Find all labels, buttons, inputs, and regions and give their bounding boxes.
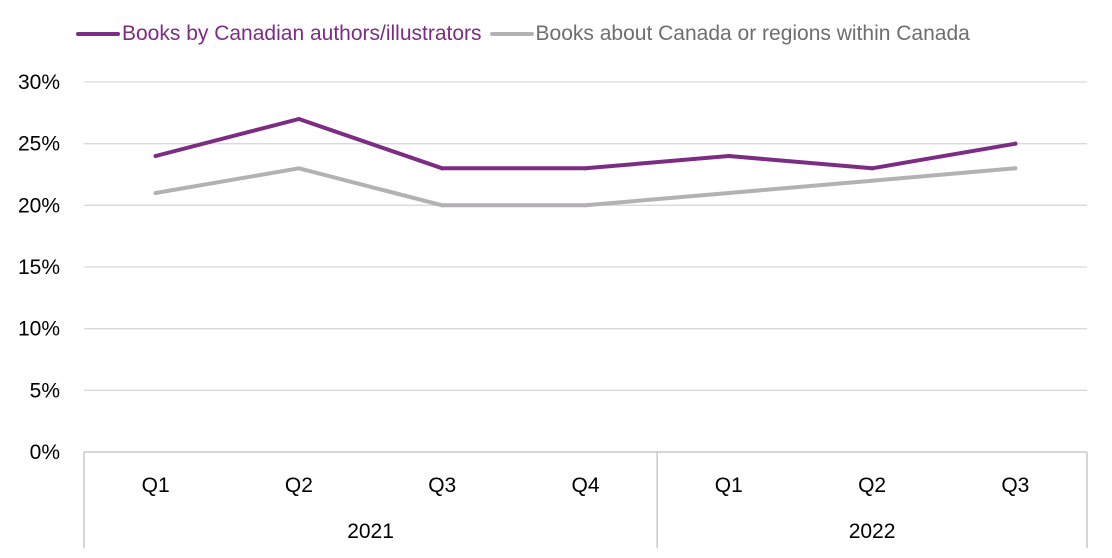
y-tick-label-20: 20% <box>18 194 60 217</box>
legend-swatch-canadian-authors <box>76 32 120 36</box>
y-tick-label-30: 30% <box>18 71 60 94</box>
series-2-point-5 <box>726 191 731 195</box>
y-tick-label-0: 0% <box>30 441 60 464</box>
x-tick-label-3: Q3 <box>428 474 456 497</box>
y-tick-label-15: 15% <box>18 256 60 279</box>
chart-legend: Books by Canadian authors/illustrators B… <box>76 22 978 46</box>
legend-label-about-canada: Books about Canada or regions within Can… <box>535 22 970 45</box>
legend-item-about-canada: Books about Canada or regions within Can… <box>489 22 970 46</box>
y-tick-label-10: 10% <box>18 318 60 341</box>
gridlines <box>84 81 1087 391</box>
x-tick-label-1: Q1 <box>142 474 170 497</box>
x-group-label-2022: 2022 <box>849 520 896 543</box>
series-line-1 <box>153 117 1018 171</box>
series-2-point-3 <box>440 203 445 208</box>
series-2-point-6 <box>870 178 875 183</box>
series-2-point-7 <box>1013 166 1018 171</box>
y-axis-tick-labels: 0% 5% 10% 15% 20% 25% 30% <box>18 71 60 464</box>
series-2-point-2 <box>296 166 301 171</box>
x-tick-label-2: Q2 <box>285 474 313 497</box>
x-axis: 2021 2022 Q1 Q2 Q3 Q4 Q1 Q2 Q3 <box>83 451 1088 548</box>
x-tick-label-7: Q3 <box>1001 474 1029 497</box>
legend-item-canadian-authors: Books by Canadian authors/illustrators <box>76 22 482 46</box>
x-tick-label-4: Q4 <box>571 474 599 497</box>
legend-swatch-about-canada <box>489 32 534 36</box>
series-line-2 <box>153 166 1018 208</box>
series-lines <box>153 117 1018 208</box>
y-tick-label-25: 25% <box>18 133 60 156</box>
x-group-label-2021: 2021 <box>347 520 394 543</box>
series-2-point-1 <box>153 191 158 195</box>
x-tick-label-5: Q1 <box>715 474 743 497</box>
x-tick-label-6: Q2 <box>858 474 886 497</box>
series-2-point-4 <box>583 203 588 208</box>
legend-label-canadian-authors: Books by Canadian authors/illustrators <box>122 22 482 45</box>
y-tick-label-5: 5% <box>30 379 60 402</box>
